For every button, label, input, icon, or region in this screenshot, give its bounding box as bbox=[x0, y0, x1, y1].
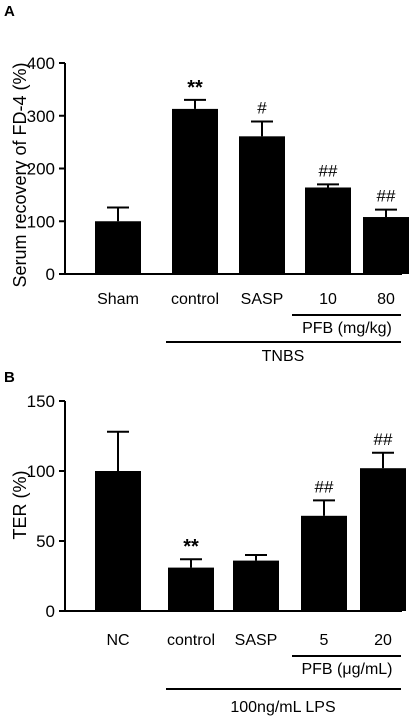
panel-b-y-tick-label: 0 bbox=[46, 602, 55, 621]
panel-b-category-label: 5 bbox=[320, 632, 329, 649]
panel-a-bar bbox=[305, 187, 351, 274]
panel-a-bar bbox=[363, 217, 409, 274]
panel-b-y-tick-label: 100 bbox=[27, 462, 55, 481]
panel-b-bar bbox=[95, 471, 141, 611]
panel-a-y-tick-label: 400 bbox=[27, 54, 55, 73]
panel-b-category-label: control bbox=[167, 632, 215, 649]
panel-b-category-label: NC bbox=[106, 632, 129, 649]
panel-a-group-label: PFB (mg/kg) bbox=[302, 320, 392, 337]
panel-b-y-tick-label: 50 bbox=[36, 532, 55, 551]
panel-b-significance-mark: ** bbox=[183, 536, 199, 558]
panel-a-y-axis-label: Serum recovery of FD-4 (%) bbox=[10, 62, 30, 287]
panel-a-significance-mark: ## bbox=[319, 161, 338, 180]
panel-a-letter: A bbox=[4, 3, 15, 20]
panel-b-bar bbox=[360, 468, 406, 611]
panel-b-bar bbox=[168, 567, 214, 611]
panel-b-bar bbox=[301, 515, 347, 611]
panel-a-bar bbox=[239, 136, 285, 274]
panel-b-y-tick-label: 150 bbox=[27, 392, 55, 411]
panel-b-group-label: PFB (μg/mL) bbox=[301, 661, 392, 678]
panel-a: A Serum recovery of FD-4 (%) 0 100 200 300 4… bbox=[4, 3, 409, 365]
panel-a-bar bbox=[95, 221, 141, 274]
panel-a-y-tick-label: 200 bbox=[27, 160, 55, 179]
panel-b-significance-mark: ## bbox=[374, 430, 393, 449]
panel-a-significance-mark: ** bbox=[187, 77, 203, 99]
panel-a-y-tick-label: 0 bbox=[46, 265, 55, 284]
panel-a-y-tick-label: 300 bbox=[27, 107, 55, 126]
panel-a-bar bbox=[172, 108, 218, 274]
panel-a-significance-mark: ## bbox=[377, 187, 396, 206]
panel-a-category-label: control bbox=[171, 291, 219, 308]
panel-b-category-label: SASP bbox=[235, 632, 278, 649]
panel-b-bar bbox=[233, 560, 279, 611]
panel-a-category-label: 10 bbox=[319, 291, 337, 308]
panel-b-group-label: 100ng/mL LPS bbox=[230, 699, 335, 716]
panel-a-plot: 0 100 200 300 400 Sham control ** SASP #10 ## 80 ## P… bbox=[27, 54, 409, 365]
panel-b-plot: 0 50 100 150 NC control ** SASP 5 ## 20 ## PFB (μg/m… bbox=[27, 392, 406, 716]
panel-a-category-label: Sham bbox=[97, 291, 139, 308]
panel-a-group-label: TNBS bbox=[262, 348, 305, 365]
panel-b-y-axis-label: TER (%) bbox=[10, 471, 30, 540]
panel-a-category-label: SASP bbox=[241, 291, 284, 308]
panel-b-category-label: 20 bbox=[374, 632, 392, 649]
panel-b-letter: B bbox=[4, 369, 15, 386]
panel-a-significance-mark: # bbox=[257, 99, 267, 118]
panel-a-category-label: 80 bbox=[377, 291, 395, 308]
panel-b: B TER (%) 0 50 100 150 NC control ** SASP 5 ## 20 #… bbox=[4, 369, 406, 716]
panel-b-significance-mark: ## bbox=[315, 477, 334, 496]
panel-a-y-tick-label: 100 bbox=[27, 212, 55, 231]
